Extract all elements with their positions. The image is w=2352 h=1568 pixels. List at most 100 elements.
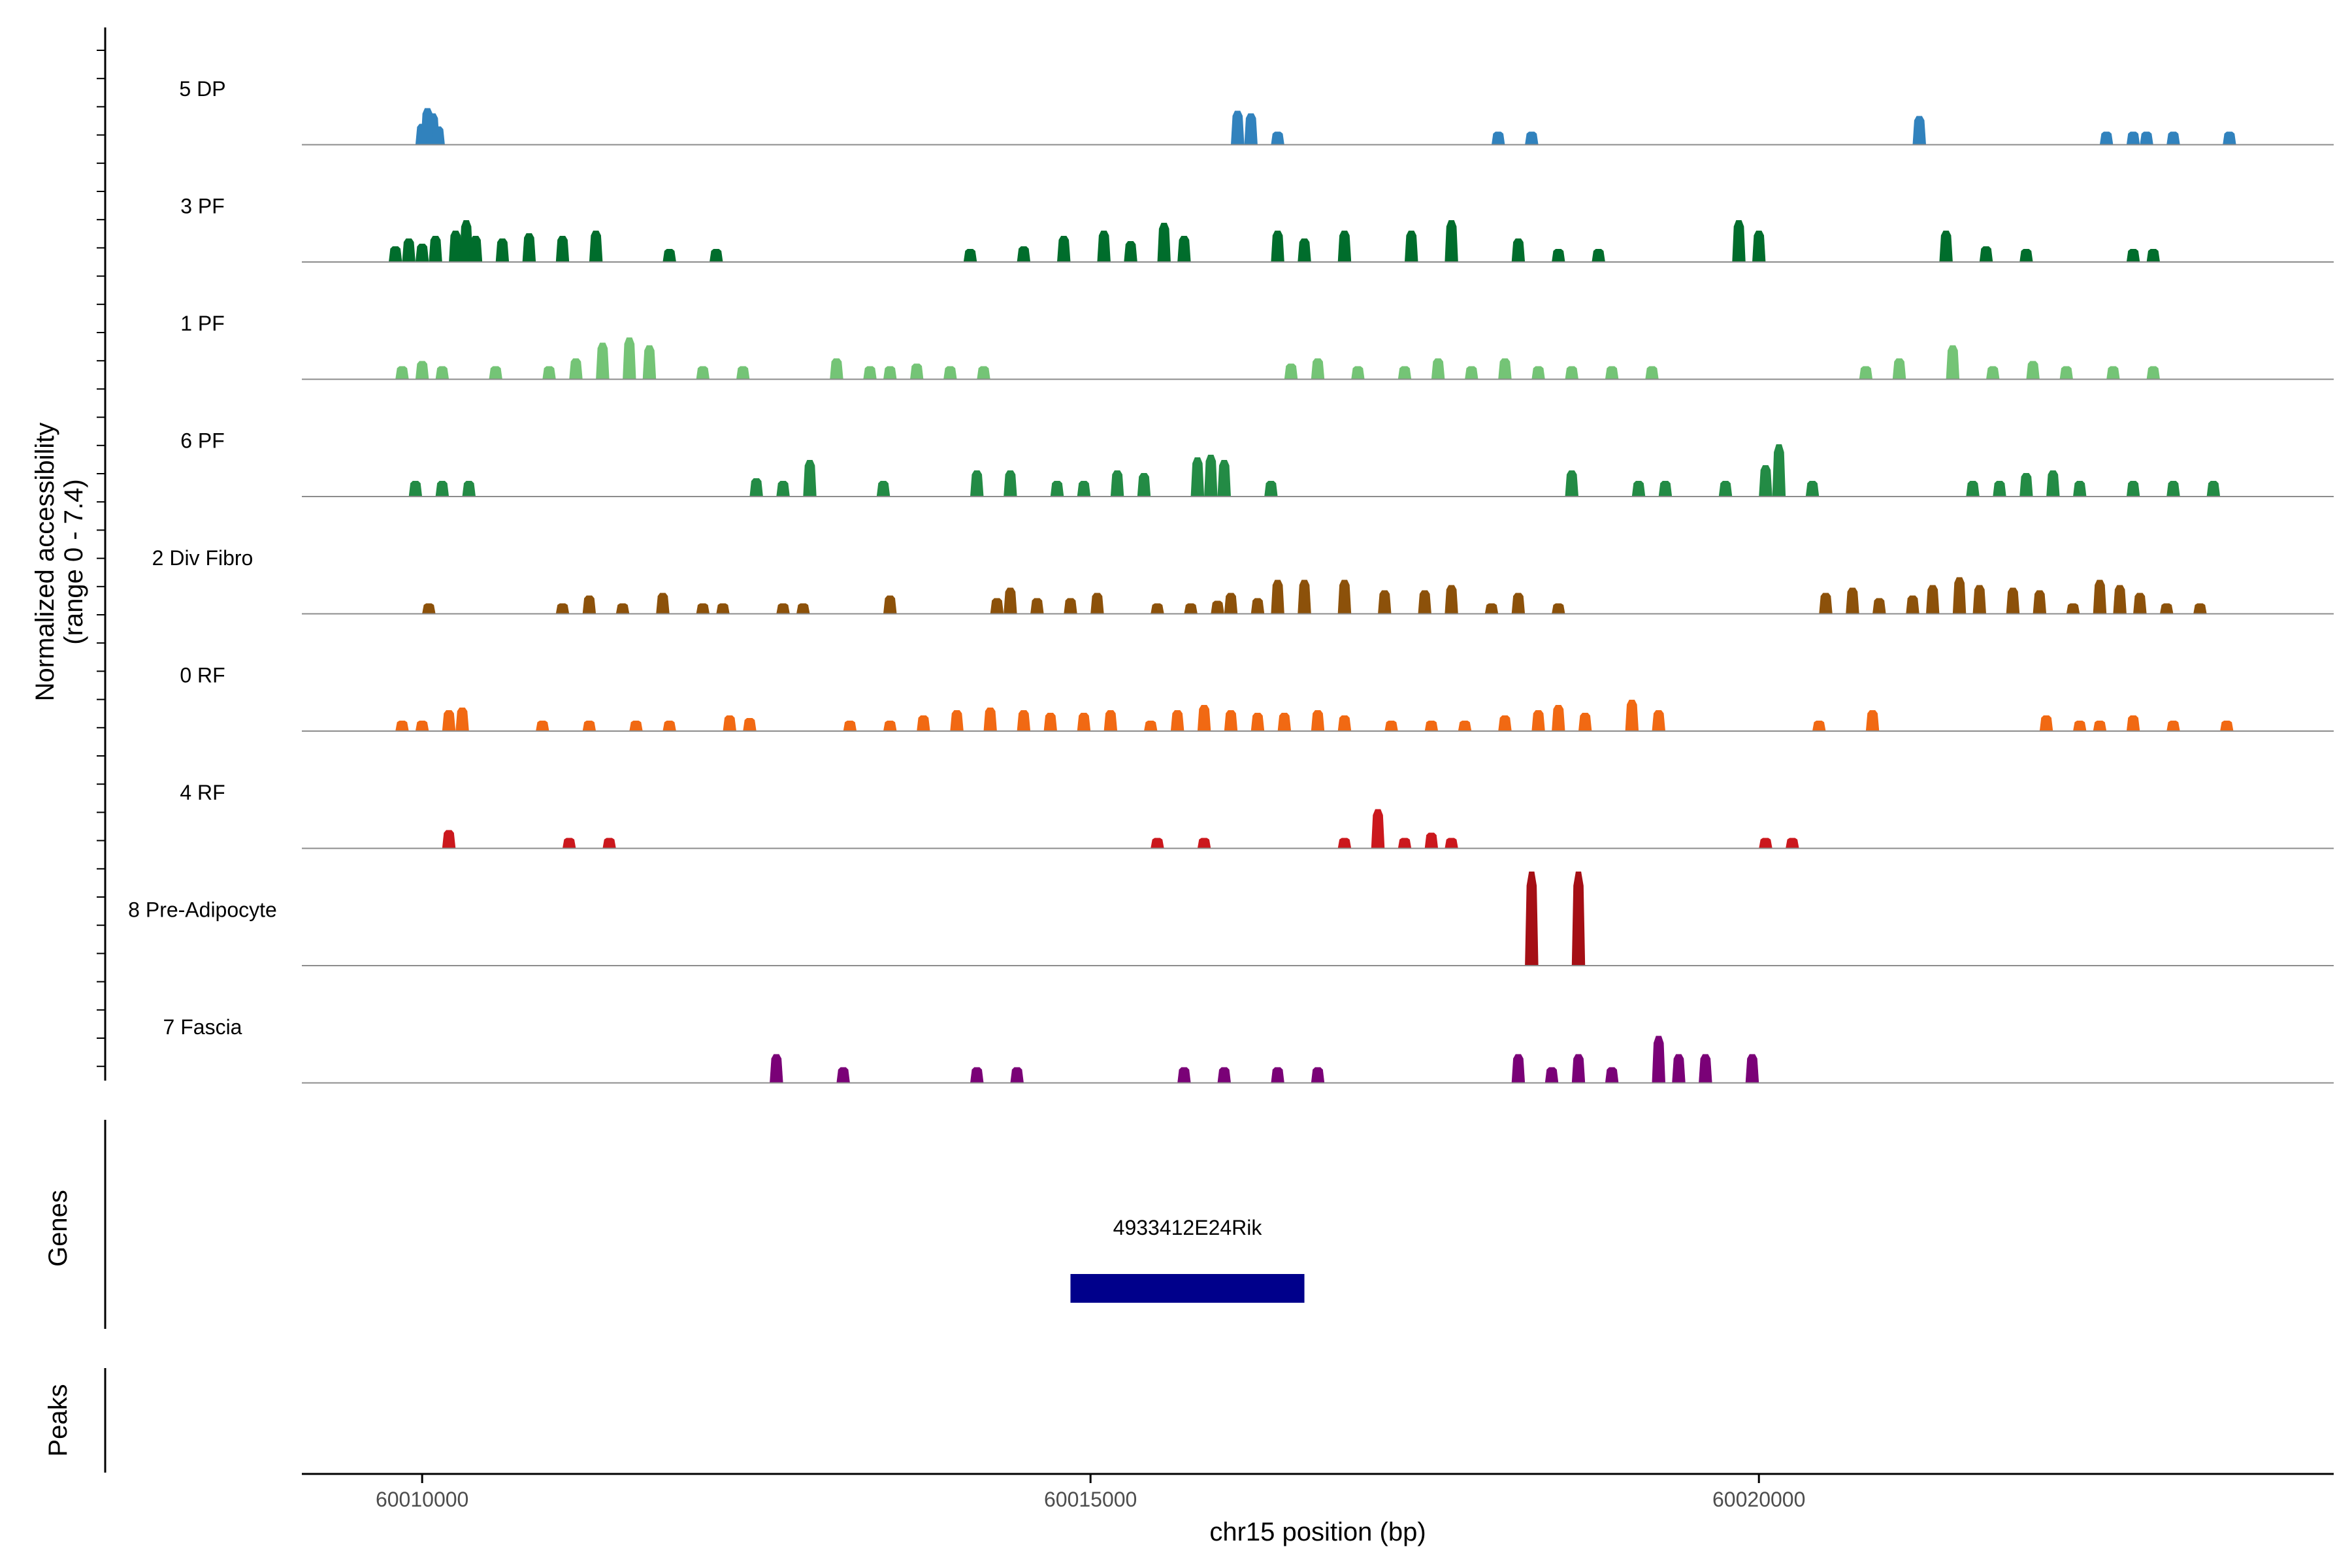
coverage-peak: [1151, 838, 1164, 849]
coverage-peak: [1337, 715, 1352, 731]
coverage-peak: [1979, 246, 1993, 262]
coverage-peak: [1946, 345, 1960, 380]
coverage-peak: [1177, 1067, 1191, 1083]
coverage-peak: [2146, 249, 2160, 262]
coverage-peak: [1571, 1054, 1586, 1083]
coverage-peak: [2073, 481, 2087, 497]
coverage-peak: [796, 603, 810, 614]
coverage-peak: [389, 246, 402, 262]
coverage-peak: [1311, 1067, 1325, 1083]
coverage-peak: [1271, 231, 1284, 262]
coverage-peak: [1872, 598, 1886, 614]
coverage-peak: [1498, 715, 1512, 731]
coverage-peak: [1912, 116, 1926, 145]
x-axis-title: chr15 position (bp): [1209, 1518, 1426, 1546]
coverage-peak: [1745, 1054, 1759, 1083]
coverage-peak: [1993, 481, 2006, 497]
coverage-peak: [723, 715, 736, 731]
coverage-peak: [843, 721, 857, 731]
coverage-peak: [1892, 358, 1906, 380]
coverage-peak: [2126, 249, 2140, 262]
coverage-peak: [1378, 590, 1392, 614]
coverage-peak: [963, 249, 977, 262]
coverage-peak: [1859, 366, 1873, 380]
coverage-peak: [749, 478, 763, 497]
coverage-peak: [2019, 249, 2033, 262]
coverage-peak: [1177, 236, 1191, 262]
coverage-peak: [1966, 481, 1980, 497]
coverage-peak: [2146, 366, 2160, 380]
coverage-peak: [1384, 721, 1398, 731]
coverage-peak: [449, 231, 463, 262]
coverage-peak: [1631, 481, 1646, 497]
coverage-peak: [1552, 603, 1565, 614]
coverage-peak: [1759, 465, 1772, 497]
coverage-peak: [2220, 721, 2234, 731]
coverage-peak: [1311, 710, 1325, 731]
coverage-peak: [696, 603, 710, 614]
coverage-peak: [1397, 838, 1412, 849]
coverage-peak: [1492, 131, 1505, 145]
coverage-peak: [1371, 809, 1385, 849]
coverage-peak: [629, 721, 643, 731]
coverage-peak: [1484, 603, 1499, 614]
coverage-peak: [1217, 460, 1231, 497]
coverage-peak: [990, 598, 1004, 614]
coverage-peak: [950, 710, 964, 731]
coverage-peak: [1592, 249, 1605, 262]
coverage-peak: [2126, 481, 2140, 497]
coverage-peak: [1445, 220, 1458, 262]
coverage-peak: [2106, 366, 2120, 380]
coverage-peak: [1250, 598, 1265, 614]
coverage-peak: [1699, 1054, 1712, 1083]
coverage-peak: [1077, 713, 1091, 731]
coverage-peak: [2166, 481, 2180, 497]
coverage-peak: [1298, 238, 1311, 262]
track-6-pf: 6 PF: [180, 429, 2334, 497]
coverage-peak: [656, 593, 670, 614]
coverage-peak: [1190, 457, 1205, 497]
coverage-peak: [442, 830, 456, 849]
coverage-peak: [1271, 131, 1284, 145]
track-label: 0 RF: [180, 664, 225, 687]
coverage-peak: [1204, 455, 1218, 497]
coverage-peak: [582, 595, 596, 614]
coverage-peak: [917, 715, 930, 731]
coverage-peak: [1445, 838, 1458, 849]
coverage-peak: [716, 603, 730, 614]
coverage-peak: [2099, 131, 2114, 145]
coverage-peak: [1565, 470, 1578, 497]
gene-label: 4933412E24Rik: [1113, 1216, 1263, 1239]
track-label: 8 Pre-Adipocyte: [128, 898, 277, 922]
coverage-peak: [2126, 131, 2140, 145]
coverage-peak: [1812, 721, 1826, 731]
coverage-peak: [883, 366, 897, 380]
genes-panel: 4933412E24Rik: [1070, 1216, 1305, 1303]
coverage-peak: [2046, 470, 2060, 497]
coverage-peak: [1264, 481, 1278, 497]
coverage-peak: [776, 603, 790, 614]
coverage-peak: [1625, 700, 1639, 731]
coverage-peak: [1846, 587, 1859, 614]
coverage-peak: [455, 708, 469, 731]
coverage-peak: [1004, 587, 1017, 614]
coverage-peak: [1498, 358, 1512, 380]
coverage-peak: [863, 366, 877, 380]
coverage-peak: [2126, 715, 2140, 731]
peaks-panel-title: Peaks: [44, 1384, 73, 1456]
coverage-peak: [1658, 481, 1673, 497]
coverage-peak: [1030, 598, 1044, 614]
coverage-peak: [1578, 713, 1592, 731]
coverage-peak: [1124, 241, 1137, 262]
coverage-peak: [1170, 710, 1184, 731]
coverage-peak: [1939, 231, 1953, 262]
coverage-peak: [1571, 872, 1586, 966]
coverage-peak: [2093, 580, 2107, 614]
coverage-peak: [1652, 710, 1665, 731]
x-tick-label: 60015000: [1044, 1488, 1137, 1511]
coverage-peak: [910, 363, 924, 380]
coverage-peak: [542, 366, 556, 380]
x-tick-label: 60020000: [1712, 1488, 1805, 1511]
coverage-peak: [1424, 721, 1439, 731]
